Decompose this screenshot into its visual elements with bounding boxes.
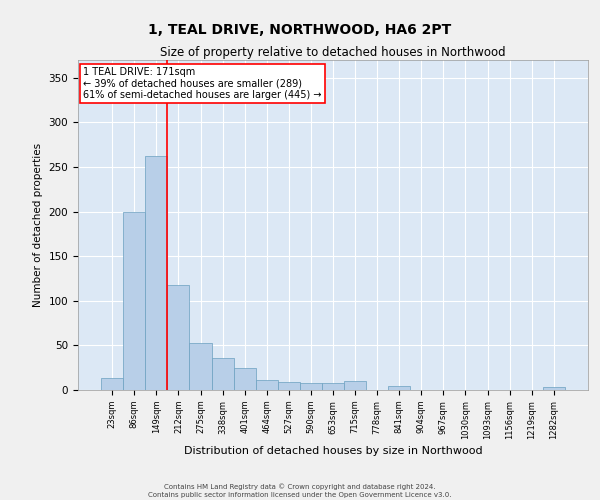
Bar — [190, 342, 212, 390]
Bar — [278, 382, 300, 390]
Bar — [256, 380, 278, 390]
Bar — [300, 383, 322, 390]
Bar — [233, 368, 256, 390]
Title: Size of property relative to detached houses in Northwood: Size of property relative to detached ho… — [160, 46, 506, 59]
Bar — [101, 378, 123, 390]
Bar — [123, 212, 145, 390]
Text: 1, TEAL DRIVE, NORTHWOOD, HA6 2PT: 1, TEAL DRIVE, NORTHWOOD, HA6 2PT — [148, 22, 452, 36]
Bar — [344, 381, 366, 390]
X-axis label: Distribution of detached houses by size in Northwood: Distribution of detached houses by size … — [184, 446, 482, 456]
Bar — [543, 388, 565, 390]
Bar — [322, 383, 344, 390]
Bar — [212, 358, 233, 390]
Bar — [388, 386, 410, 390]
Y-axis label: Number of detached properties: Number of detached properties — [33, 143, 43, 307]
Bar — [167, 285, 190, 390]
Bar — [145, 156, 167, 390]
Text: Contains HM Land Registry data © Crown copyright and database right 2024.
Contai: Contains HM Land Registry data © Crown c… — [148, 484, 452, 498]
Text: 1 TEAL DRIVE: 171sqm
← 39% of detached houses are smaller (289)
61% of semi-deta: 1 TEAL DRIVE: 171sqm ← 39% of detached h… — [83, 66, 322, 100]
